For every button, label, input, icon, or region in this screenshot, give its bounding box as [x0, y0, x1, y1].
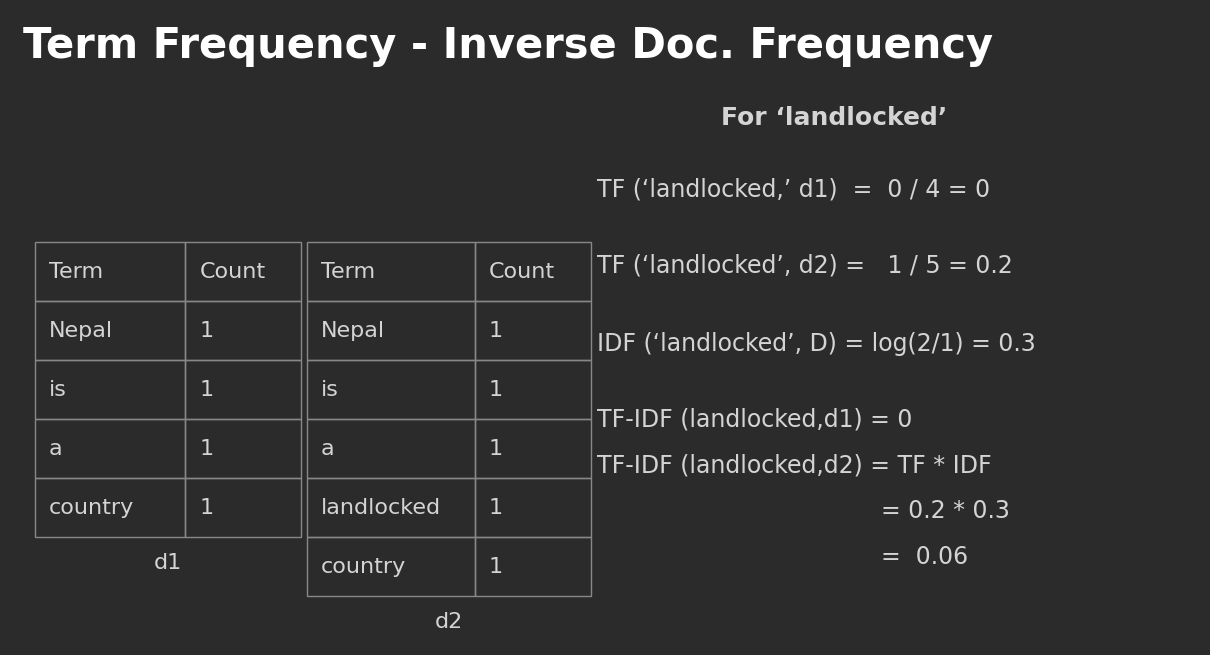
Text: 1: 1: [489, 380, 503, 400]
Text: 1: 1: [200, 321, 213, 341]
Text: landlocked: landlocked: [321, 498, 442, 517]
Text: Nepal: Nepal: [48, 321, 113, 341]
Text: 1: 1: [489, 498, 503, 517]
Text: d2: d2: [434, 612, 463, 632]
Text: IDF (‘landlocked’, D) = log(2/1) = 0.3: IDF (‘landlocked’, D) = log(2/1) = 0.3: [597, 332, 1036, 356]
Text: country: country: [48, 498, 134, 517]
Text: Term Frequency - Inverse Doc. Frequency: Term Frequency - Inverse Doc. Frequency: [23, 25, 993, 67]
Text: Term: Term: [48, 262, 103, 282]
Text: Term: Term: [321, 262, 375, 282]
Text: TF-IDF (landlocked,d2) = TF * IDF: TF-IDF (landlocked,d2) = TF * IDF: [597, 453, 991, 477]
Text: 1: 1: [200, 380, 213, 400]
Text: Count: Count: [489, 262, 555, 282]
Text: a: a: [321, 439, 335, 458]
Text: =  0.06: = 0.06: [881, 545, 968, 569]
Text: TF (‘landlocked’, d2) =   1 / 5 = 0.2: TF (‘landlocked’, d2) = 1 / 5 = 0.2: [597, 253, 1013, 277]
Text: TF-IDF (landlocked,d1) = 0: TF-IDF (landlocked,d1) = 0: [597, 407, 912, 431]
Text: = 0.2 * 0.3: = 0.2 * 0.3: [881, 499, 1009, 523]
Text: country: country: [321, 557, 407, 576]
Text: 1: 1: [489, 439, 503, 458]
Text: Count: Count: [200, 262, 265, 282]
Text: For ‘landlocked’: For ‘landlocked’: [721, 106, 947, 130]
Text: 1: 1: [489, 321, 503, 341]
Text: is: is: [48, 380, 67, 400]
Text: d1: d1: [154, 553, 183, 573]
Text: a: a: [48, 439, 62, 458]
Text: 1: 1: [200, 439, 213, 458]
Text: TF (‘landlocked,’ d1)  =  0 / 4 = 0: TF (‘landlocked,’ d1) = 0 / 4 = 0: [597, 178, 990, 202]
Text: 1: 1: [489, 557, 503, 576]
Text: 1: 1: [200, 498, 213, 517]
Text: is: is: [321, 380, 339, 400]
Text: Nepal: Nepal: [321, 321, 385, 341]
